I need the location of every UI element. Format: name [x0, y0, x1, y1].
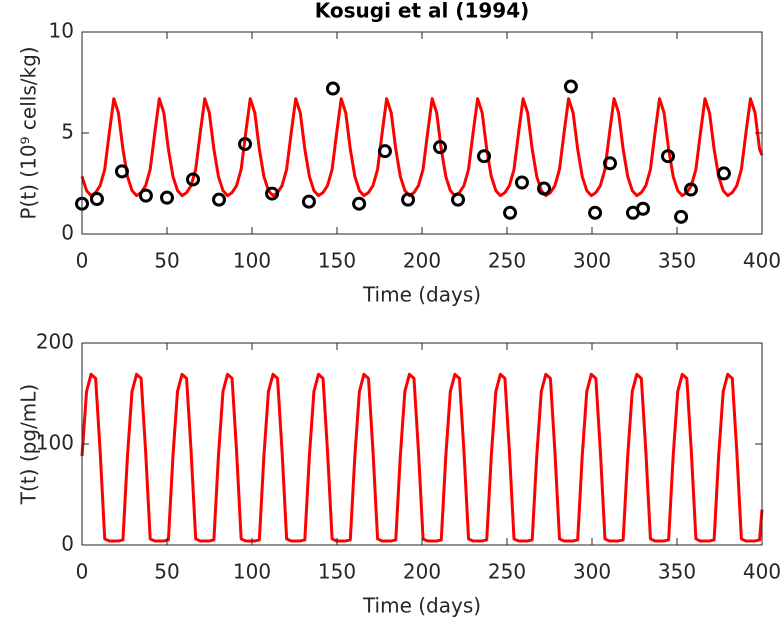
y-tick-label: 200: [36, 330, 74, 354]
y-tick-label: 100: [36, 431, 74, 455]
axes-background: [82, 32, 762, 234]
x-tick-label: 350: [658, 560, 696, 584]
x-tick-label: 350: [658, 249, 696, 273]
axes: 0 50 100 150 200 250 300 350 400 0 5 10 Time (days) P…: [17, 0, 781, 307]
x-tick-label: 400: [743, 249, 781, 273]
x-tick-label: 0: [76, 249, 89, 273]
x-tick-label: 150: [318, 560, 356, 584]
x-tick-label: 250: [488, 560, 526, 584]
x-axis-label: Time (days): [362, 594, 481, 618]
y-axis-label: P(t) (10⁹ cells/kg): [17, 46, 41, 219]
x-tick-label: 50: [154, 560, 179, 584]
x-tick-label: 300: [573, 249, 611, 273]
axes: 0 50 100 150 200 250 300 350 400 0 100 200 Time (day…: [17, 330, 781, 618]
x-axis-label: Time (days): [362, 283, 481, 307]
x-tick-label: 300: [573, 560, 611, 584]
x-tick-label: 0: [76, 560, 89, 584]
x-tick-label: 150: [318, 249, 356, 273]
y-tick-label: 5: [61, 120, 74, 144]
y-axis-label: T(t) (pg/mL): [17, 384, 41, 505]
x-tick-label: 400: [743, 560, 781, 584]
y-tick-label: 10: [49, 19, 74, 43]
y-tick-label: 0: [61, 532, 74, 556]
x-tick-label: 200: [403, 560, 441, 584]
x-tick-label: 50: [154, 249, 179, 273]
x-tick-label: 100: [233, 560, 271, 584]
y-tick-label: 0: [61, 221, 74, 245]
x-tick-label: 200: [403, 249, 441, 273]
x-tick-label: 100: [233, 249, 271, 273]
chart-title: Kosugi et al (1994): [315, 0, 530, 23]
x-tick-label: 250: [488, 249, 526, 273]
